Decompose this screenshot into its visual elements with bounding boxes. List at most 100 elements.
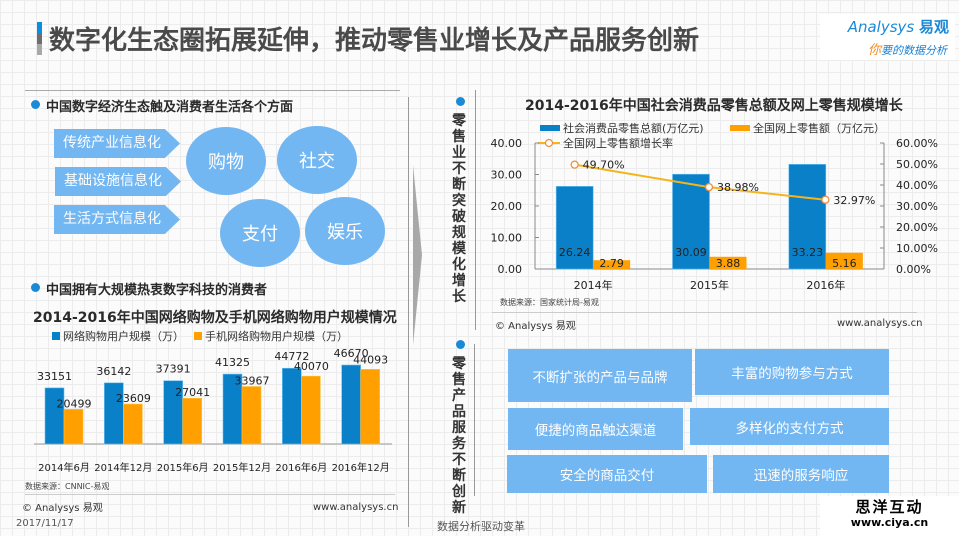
legend-swatch-blue — [540, 125, 560, 131]
tag-traditional-industry: 传统产业信息化 — [54, 129, 180, 158]
chart2-title: 2014-2016年中国社会消费品零售总额及网上零售规模增长 — [525, 98, 903, 114]
vertical-heading-retail-growth: 零售业不断突破规模化增长 — [452, 113, 466, 305]
legend-label: 网络购物用户规模（万） — [63, 330, 184, 343]
chart2-bar-online — [593, 260, 631, 269]
right-website-link[interactable]: www.analysys.cn — [837, 318, 923, 329]
bubble-social: 社交 — [277, 126, 357, 194]
logo-brand-prefix: A — [847, 18, 858, 36]
title-accent-bar — [37, 22, 42, 55]
service-box-delivery: 安全的商品交付 — [507, 455, 707, 493]
section-heading-ecosystem: 中国数字经济生态触及消费者生活各个方面 — [46, 100, 294, 115]
chart2-growth-label: 49.70% — [583, 159, 625, 172]
section-heading-consumers: 中国拥有大规模热衷数字科技的消费者 — [46, 283, 268, 298]
chart1-data-label: 27041 — [175, 386, 210, 399]
vertical-heading-innovation: 零售产品服务不断创新 — [452, 356, 466, 516]
chart2-bar-total — [555, 186, 594, 270]
logo-brand: Analysys 易观 — [848, 16, 949, 37]
chart1-x-tick-label: 2016年6月 — [275, 461, 327, 474]
chart2-y-tick-label-right: 40.00% — [896, 179, 938, 192]
legend-swatch-blue — [52, 332, 60, 340]
watermark-title: 思洋互动 — [855, 498, 924, 516]
service-box-shopping: 丰富的购物参与方式 — [695, 349, 889, 395]
chart2-bar-online — [709, 256, 747, 269]
right-bottom-divider — [474, 344, 475, 496]
chart2-growth-point — [570, 160, 579, 169]
chart2-data-label: 3.88 — [716, 257, 741, 270]
watermark: 思洋互动 www.ciya.cn — [820, 496, 959, 536]
logo-slogan: 你要的数据分析 — [868, 39, 947, 58]
legend-swatch-orange — [730, 125, 750, 131]
logo-slogan-first: 你 — [867, 43, 881, 58]
analysys-logo: Analysys 易观 你要的数据分析 — [820, 14, 955, 60]
chart1-bar-mobile — [182, 397, 202, 445]
chart1-plot: 33151 20499 2014年6月 36142 23609 2014年12月 37391… — [34, 347, 392, 474]
chart2-data-label: 26.24 — [559, 246, 591, 259]
chart2-legend-total: 社会消费品零售总额(万亿元) — [540, 120, 704, 136]
chart2-data-label: 5.16 — [832, 257, 857, 270]
chart1-x-tick-label: 2015年12月 — [213, 461, 271, 474]
chart1-bar-mobile — [63, 409, 84, 445]
chevron-right-icon — [413, 165, 422, 345]
bubble-entertainment: 娱乐 — [305, 197, 385, 265]
watermark-url: www.ciya.cn — [850, 516, 929, 529]
legend-line-marker — [538, 138, 560, 148]
chart2-legend-growth: 全国网上零售额增长率 — [538, 135, 673, 151]
bullet-icon — [456, 97, 465, 106]
tag-lifestyle: 生活方式信息化 — [54, 205, 180, 234]
chart1-legend-online: 网络购物用户规模（万） — [52, 328, 184, 344]
chart1-data-label: 33967 — [235, 375, 270, 388]
chart1-data-label: 37391 — [156, 363, 191, 376]
chart2-growth-label: 32.97% — [833, 194, 875, 207]
service-box-products: 不断扩张的产品与品牌 — [508, 349, 692, 402]
chart2-data-label: 30.09 — [675, 246, 707, 259]
chart1-bar-online — [341, 364, 361, 445]
legend-label: 社会消费品零售总额(万亿元) — [563, 122, 704, 135]
legend-label: 手机网络购物用户规模（万） — [205, 330, 348, 343]
chart2-growth-point — [704, 182, 714, 192]
chart2-y-tick-label-right: 50.00% — [896, 158, 938, 171]
chart2-growth-point — [821, 195, 830, 204]
chart1-data-label: 46670 — [334, 347, 369, 360]
report-date: 2017/11/17 — [16, 518, 74, 529]
chart1-legend-mobile: 手机网络购物用户规模（万） — [194, 328, 348, 344]
center-divider — [408, 97, 409, 527]
left-footer-divider — [25, 494, 395, 495]
chart2-data-label: 2.79 — [599, 257, 624, 270]
chart2-data-label: 33.23 — [792, 246, 824, 259]
legend-label: 全国网上零售额（万亿元） — [753, 122, 885, 135]
chart1-x-tick-label: 2016年12月 — [332, 461, 390, 474]
chart2-y-tick-label-left: 0.00 — [498, 263, 523, 276]
tag-infrastructure: 基础设施信息化 — [55, 167, 181, 196]
chart1-x-tick-label: 2014年6月 — [38, 461, 90, 474]
chart2-x-tick-label: 2015年 — [690, 278, 729, 292]
service-box-channels: 便捷的商品触达渠道 — [508, 408, 683, 450]
chart2-y-tick-label-right: 10.00% — [896, 242, 938, 255]
chart1-bar-mobile — [241, 386, 262, 445]
right-copyright: © Analysys 易观 — [495, 321, 576, 332]
bubble-payment: 支付 — [220, 199, 300, 267]
chart2-y-tick-label-right: 30.00% — [896, 200, 938, 213]
chart1-title: 2014-2016年中国网络购物及手机网络购物用户规模情况 — [33, 310, 397, 326]
chart1-data-label: 40070 — [294, 360, 329, 373]
chart2-y-tick-label-left: 40.00 — [491, 137, 523, 150]
left-top-divider — [25, 90, 400, 91]
chart2-bar-total — [788, 164, 827, 270]
chart1-bar-mobile — [360, 369, 380, 445]
chart2-y-tick-label-left: 30.00 — [491, 169, 523, 182]
legend-label: 全国网上零售额增长率 — [563, 137, 673, 150]
bullet-icon — [31, 100, 40, 109]
service-box-response: 迅速的服务响应 — [713, 455, 889, 493]
chart1-data-label: 41325 — [215, 356, 250, 369]
chart2-source: 数据来源：国家统计局-易观 — [500, 298, 599, 307]
logo-slogan-rest: 要的数据分析 — [881, 44, 947, 57]
chart2-plot: 0.00 10.00 20.00 30.00 40.00 0.00% 10.00% 20.00… — [491, 137, 938, 292]
bullet-icon — [31, 283, 40, 292]
chart2-y-tick-label-right: 60.00% — [896, 137, 938, 150]
chart2-y-tick-label-left: 10.00 — [491, 232, 523, 245]
bubble-shopping: 购物 — [186, 127, 266, 195]
chart2-y-tick-label-left: 20.00 — [491, 200, 523, 213]
title-accent-blue — [37, 22, 42, 33]
right-top-divider — [475, 90, 476, 330]
left-website-link[interactable]: www.analysys.cn — [313, 502, 399, 513]
logo-brand-name: nalysys — [857, 18, 915, 36]
